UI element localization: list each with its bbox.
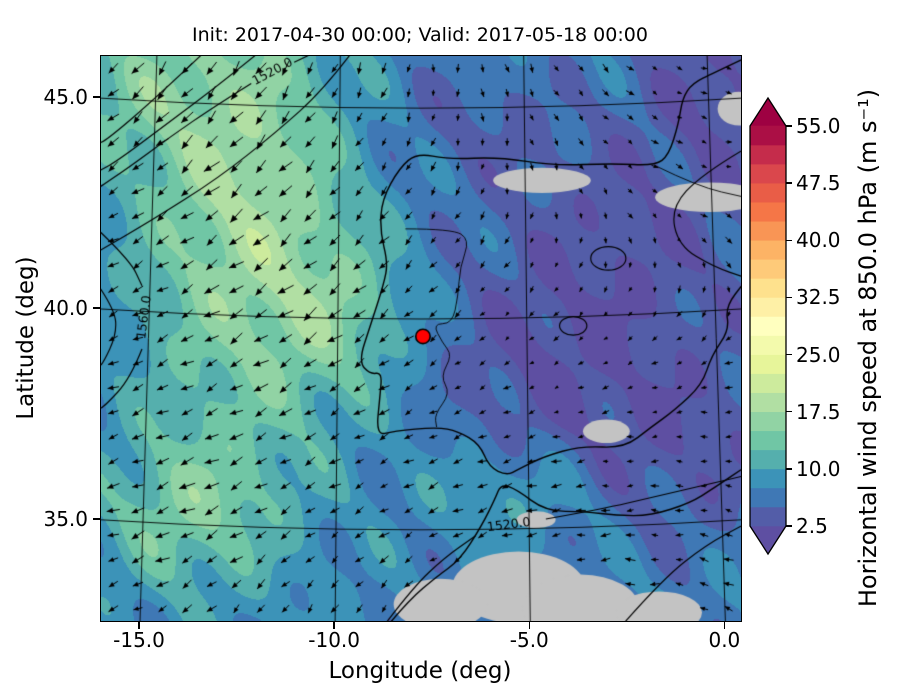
x-tick-mark <box>723 622 726 629</box>
colorbar-tick-mark <box>786 182 792 184</box>
y-tick-mark <box>93 518 100 520</box>
colorbar-segment <box>750 373 786 393</box>
x-tick-mark <box>528 622 531 629</box>
y-axis-label: Latitude (deg) <box>13 256 39 420</box>
colorbar-segment <box>750 316 786 336</box>
wind-speed-map-canvas <box>101 56 741 621</box>
colorbar-label: Horizontal wind speed at 850.0 hPa (m s⁻… <box>854 88 882 608</box>
colorbar-segment <box>750 220 786 241</box>
colorbar-segment <box>750 163 786 184</box>
x-tick-label: -10.0 <box>308 628 361 652</box>
colorbar-tick-label: 10.0 <box>796 456 841 481</box>
colorbar-segment <box>750 259 786 279</box>
colorbar-tick-mark <box>786 239 792 242</box>
colorbar-tick-mark <box>786 353 792 356</box>
colorbar-tick-label: 25.0 <box>796 342 841 367</box>
colorbar-tick-label: 32.5 <box>796 285 841 310</box>
x-axis-label: Longitude (deg) <box>328 658 512 684</box>
colorbar-segment <box>750 297 786 317</box>
colorbar-gradient <box>749 96 787 556</box>
colorbar-tick-label: 47.5 <box>796 171 841 196</box>
colorbar-segment <box>750 144 786 165</box>
colorbar-segment <box>750 487 786 508</box>
colorbar-tick-mark <box>786 468 792 470</box>
colorbar-extend-arrow <box>750 526 786 554</box>
colorbar-segment <box>750 201 786 222</box>
map-plot-area <box>100 55 742 622</box>
y-tick-label: 45.0 <box>43 85 88 110</box>
x-tick-label: -15.0 <box>113 628 165 652</box>
colorbar-segment <box>750 182 786 203</box>
colorbar-tick-mark <box>786 296 792 299</box>
colorbar-tick-mark <box>786 125 792 127</box>
x-tick-mark <box>138 622 140 629</box>
colorbar-segment <box>750 411 786 432</box>
colorbar-tick-label: 17.5 <box>796 399 841 424</box>
colorbar-tick-mark <box>786 525 792 527</box>
colorbar-segment <box>750 239 786 260</box>
colorbar-tick-label: 40.0 <box>796 228 841 253</box>
x-tick-label: 0.0 <box>708 628 741 652</box>
colorbar-tick-label: 55.0 <box>796 114 841 138</box>
colorbar-segment <box>750 468 786 489</box>
y-tick-label: 40.0 <box>43 295 88 320</box>
colorbar-tick-mark <box>786 410 792 413</box>
colorbar-tick-label: 2.5 <box>796 514 828 538</box>
colorbar-extend-arrow <box>750 98 786 126</box>
colorbar-segment <box>750 278 786 298</box>
y-tick-mark <box>93 96 100 98</box>
x-tick-label: -5.0 <box>509 628 549 652</box>
colorbar <box>748 96 800 566</box>
colorbar-segment <box>750 335 786 355</box>
y-tick-mark <box>93 307 100 309</box>
x-tick-mark <box>333 622 335 629</box>
colorbar-segment <box>750 506 786 527</box>
colorbar-segment <box>750 125 786 146</box>
colorbar-segment <box>750 392 786 413</box>
plot-title: Init: 2017-04-30 00:00; Valid: 2017-05-1… <box>192 24 648 46</box>
colorbar-segment <box>750 430 786 451</box>
colorbar-segment <box>750 449 786 470</box>
colorbar-segment <box>750 354 786 374</box>
y-tick-label: 35.0 <box>43 506 88 531</box>
